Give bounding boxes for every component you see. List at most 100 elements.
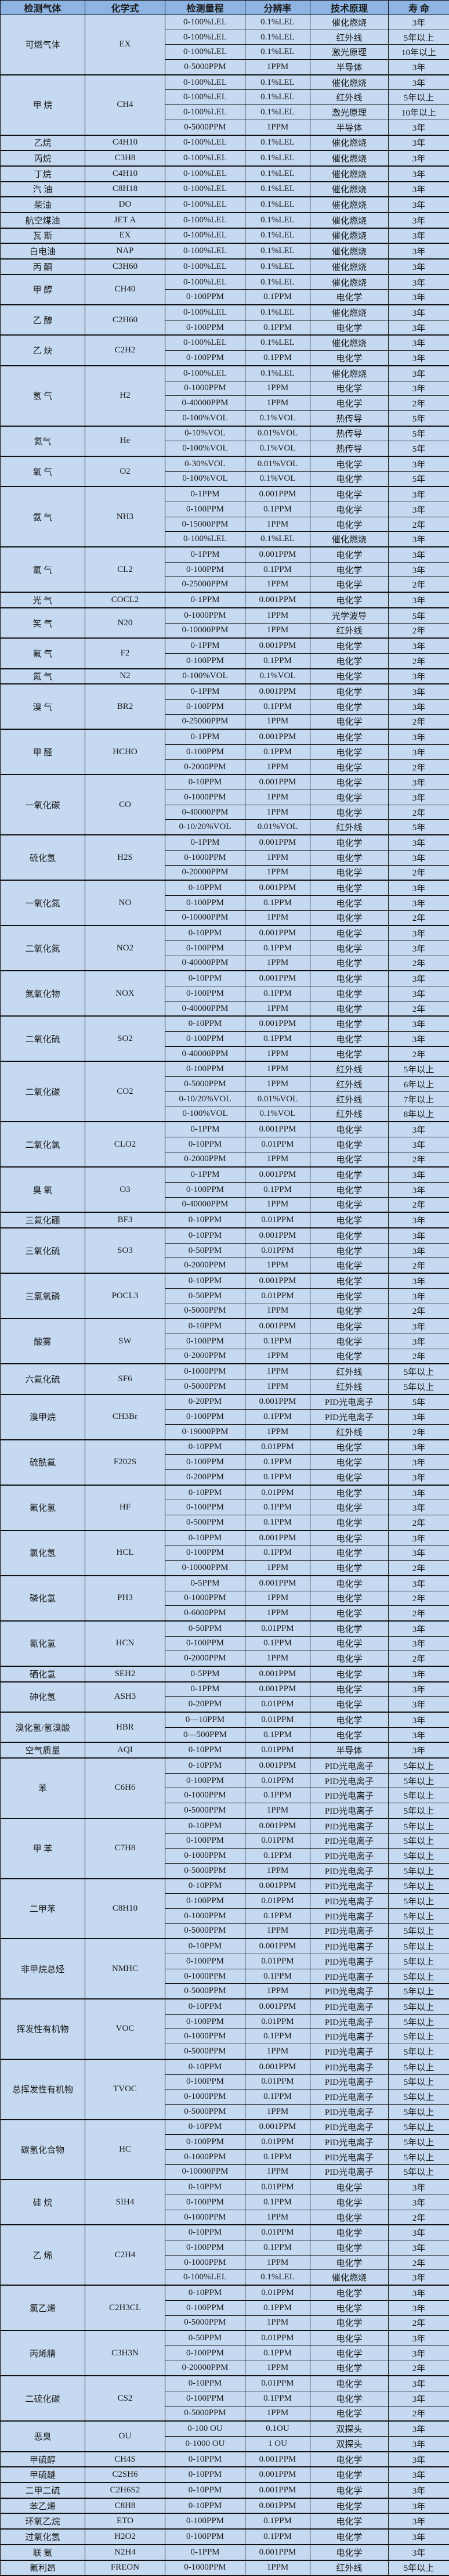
resolution-cell: 0.1PPM xyxy=(245,2029,310,2044)
resolution-cell: 0.001PPM xyxy=(245,1818,310,1833)
formula-cell: F202S xyxy=(85,1440,165,1485)
range-cell: 0-5000PPM xyxy=(165,1984,245,1999)
life-cell: 3年 xyxy=(389,243,449,259)
gas-name-cell: 丙烯腈 xyxy=(1,2330,85,2376)
principle-cell: 红外线 xyxy=(310,1364,389,1379)
principle-cell: 电化学 xyxy=(310,592,389,608)
resolution-cell: 0.01PPM xyxy=(245,1621,310,1636)
life-cell: 3年 xyxy=(389,335,449,350)
formula-cell: POCL3 xyxy=(85,1273,165,1318)
resolution-cell: 0.1OU xyxy=(245,2421,310,2436)
principle-cell: 电化学 xyxy=(310,1046,389,1061)
range-cell: 0-100PPM xyxy=(165,290,245,305)
life-cell: 5年以上 xyxy=(389,1939,449,1954)
principle-cell: 电化学 xyxy=(310,1530,389,1545)
life-cell: 5年以上 xyxy=(389,2059,449,2074)
life-cell: 3年 xyxy=(389,1122,449,1137)
range-cell: 0-5000PPM xyxy=(165,2044,245,2059)
gas-name-cell: 甲 醛 xyxy=(1,729,85,774)
life-cell: 3年 xyxy=(389,2529,449,2545)
range-cell: 0-10PPM xyxy=(165,1742,245,1758)
principle-cell: 电化学 xyxy=(310,669,389,684)
life-cell: 3年 xyxy=(389,1545,449,1561)
life-cell: 3年 xyxy=(389,166,449,182)
range-cell: 0-5000PPM xyxy=(165,1303,245,1318)
life-cell: 3年 xyxy=(389,456,449,471)
range-cell: 0-200PPM xyxy=(165,1470,245,1485)
range-cell: 0-100PPM xyxy=(165,1032,245,1047)
range-cell: 0-10PPM xyxy=(165,1939,245,1954)
life-cell: 3年 xyxy=(389,1334,449,1349)
life-cell: 3年 xyxy=(389,1243,449,1258)
life-cell: 3年 xyxy=(389,1485,449,1500)
range-cell: 0-10PPM xyxy=(165,1758,245,1773)
range-cell: 0-2000PPM xyxy=(165,1349,245,1364)
range-cell: 0-100PPM xyxy=(165,895,245,910)
life-cell: 2年 xyxy=(389,623,449,638)
range-cell: 0-40000PPM xyxy=(165,1001,245,1016)
formula-cell: COCL2 xyxy=(85,592,165,608)
life-cell: 2年 xyxy=(389,2406,449,2421)
principle-cell: 催化燃烧 xyxy=(310,366,389,381)
resolution-cell: 0.01%VOL xyxy=(245,426,310,441)
gas-name-cell: 空气质量 xyxy=(1,1742,85,1758)
life-cell: 3年 xyxy=(389,2513,449,2529)
gas-name-cell: 氯 气 xyxy=(1,547,85,592)
range-cell: 0-100PPM xyxy=(165,2513,245,2529)
principle-cell: 催化燃烧 xyxy=(310,243,389,259)
formula-cell: N20 xyxy=(85,608,165,638)
formula-cell: VOC xyxy=(85,1999,165,2059)
formula-cell: CO2 xyxy=(85,1061,165,1122)
formula-cell: SF6 xyxy=(85,1364,165,1394)
life-cell: 3年 xyxy=(389,2391,449,2406)
principle-cell: 电化学 xyxy=(310,2330,389,2346)
principle-cell: 电化学 xyxy=(310,2210,389,2225)
range-cell: 0-10000PPM xyxy=(165,910,245,925)
life-cell: 3年 xyxy=(389,1182,449,1197)
life-cell: 3年 xyxy=(389,381,449,396)
resolution-cell: 1PPM xyxy=(245,759,310,774)
formula-cell: C4H10 xyxy=(85,166,165,182)
resolution-cell: 0.001PPM xyxy=(245,592,310,608)
life-cell: 5年以上 xyxy=(389,2089,449,2105)
life-cell: 2年 xyxy=(389,714,449,729)
principle-cell: 催化燃烧 xyxy=(310,197,389,212)
principle-cell: 电化学 xyxy=(310,1318,389,1334)
principle-cell: 电化学 xyxy=(310,1561,389,1576)
life-cell: 5年以上 xyxy=(389,1863,449,1878)
life-cell: 2年 xyxy=(389,1349,449,1364)
range-cell: 0-1000 OU xyxy=(165,2437,245,2452)
gas-name-cell: 硫酰氟 xyxy=(1,1440,85,1485)
resolution-cell: 1PPM xyxy=(245,1379,310,1394)
range-cell: 0-100%LEL xyxy=(165,30,245,45)
life-cell: 2年 xyxy=(389,865,449,880)
formula-cell: HCHO xyxy=(85,729,165,774)
life-cell: 5年以上 xyxy=(389,1954,449,1969)
principle-cell: 红外线 xyxy=(310,90,389,105)
principle-cell: PID光电离子 xyxy=(310,2014,389,2029)
range-cell: 0-20PPM xyxy=(165,1697,245,1712)
resolution-cell: 0.1PPM xyxy=(245,2513,310,2529)
resolution-cell: 0.1%LEL xyxy=(245,135,310,151)
life-cell: 3年 xyxy=(389,592,449,608)
range-cell: 0-500PPM xyxy=(165,1515,245,1530)
resolution-cell: 0.1PPM xyxy=(245,1545,310,1561)
life-cell: 3年 xyxy=(389,1712,449,1727)
range-cell: 0—500PPM xyxy=(165,1727,245,1742)
range-cell: 0-10PPM xyxy=(165,2376,245,2391)
principle-cell: 电化学 xyxy=(310,2225,389,2240)
resolution-cell: 1PPM xyxy=(245,1863,310,1878)
principle-cell: 电化学 xyxy=(310,1697,389,1712)
range-cell: 0-10/20%VOL xyxy=(165,1091,245,1107)
resolution-cell: 0.1PPM xyxy=(245,351,310,366)
range-cell: 0-10PPM xyxy=(165,925,245,941)
life-cell: 3年 xyxy=(389,212,449,228)
